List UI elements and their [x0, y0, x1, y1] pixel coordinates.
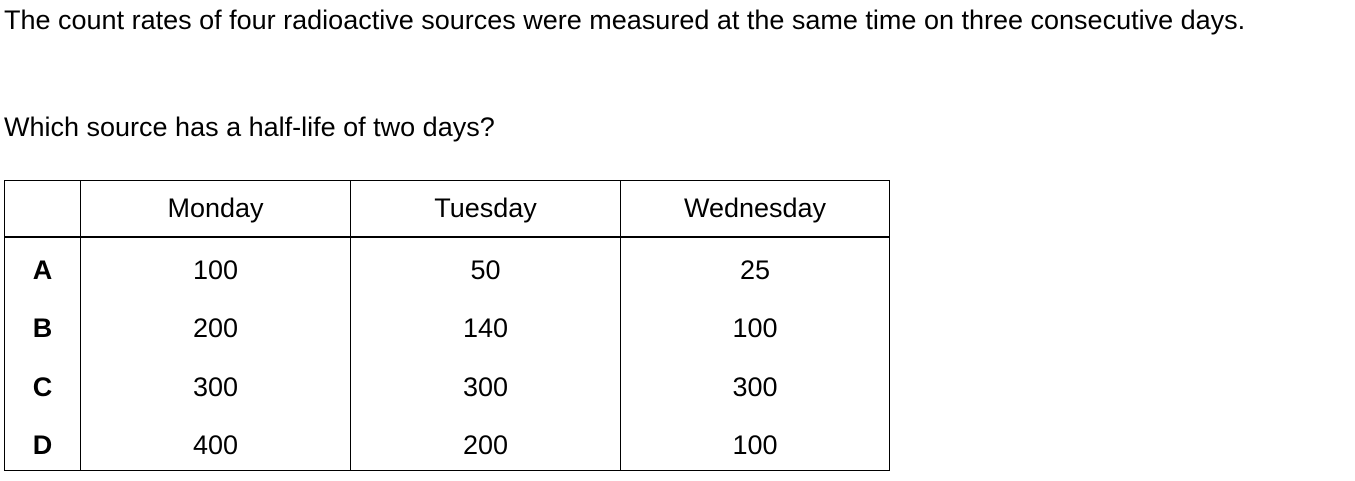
source-label-b: B [4, 302, 81, 355]
table-row: B 200 140 100 [4, 302, 890, 355]
cell-d-monday: 400 [80, 420, 351, 471]
question-prompt: Which source has a half-life of two days… [4, 112, 495, 142]
question-intro: The count rates of four radioactive sour… [4, 5, 1246, 35]
cell-d-tuesday: 200 [350, 420, 621, 471]
cell-b-wednesday: 100 [620, 302, 890, 355]
cell-c-monday: 300 [80, 354, 351, 421]
header-wednesday: Wednesday [620, 180, 890, 238]
header-corner [4, 180, 81, 238]
source-label-d: D [4, 420, 81, 471]
cell-c-wednesday: 300 [620, 354, 890, 421]
header-tuesday: Tuesday [350, 180, 621, 238]
header-monday: Monday [80, 180, 351, 238]
cell-d-wednesday: 100 [620, 420, 890, 471]
table-row: D 400 200 100 [4, 420, 890, 471]
cell-a-wednesday: 25 [620, 236, 890, 303]
cell-c-tuesday: 300 [350, 354, 621, 421]
table-row: C 300 300 300 [4, 354, 890, 421]
cell-a-monday: 100 [80, 236, 351, 303]
table-row: A 100 50 25 [4, 236, 890, 303]
count-rate-table: Monday Tuesday Wednesday A 100 50 25 B 2… [4, 180, 890, 471]
source-label-c: C [4, 354, 81, 421]
cell-b-monday: 200 [80, 302, 351, 355]
cell-b-tuesday: 140 [350, 302, 621, 355]
cell-a-tuesday: 50 [350, 236, 621, 303]
table-header-row: Monday Tuesday Wednesday [4, 180, 890, 238]
source-label-a: A [4, 236, 81, 303]
